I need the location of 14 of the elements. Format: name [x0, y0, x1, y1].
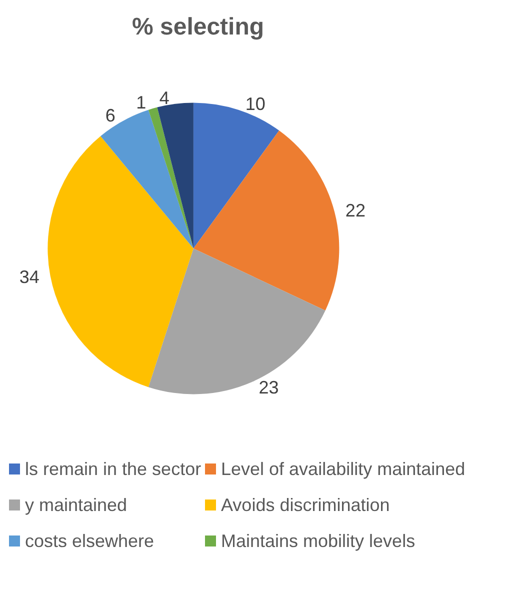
legend-label: Level of availability maintained — [221, 459, 466, 479]
data-label: 4 — [159, 88, 170, 108]
legend-label: y maintained — [25, 495, 128, 515]
data-label: 10 — [245, 94, 266, 114]
data-label: 34 — [19, 266, 40, 287]
legend-label: Maintains mobility levels — [221, 531, 416, 551]
legend-label: Avoids discrimination — [221, 495, 390, 515]
legend-label: ls remain in the sector — [25, 459, 202, 479]
chart-title: % selecting — [132, 14, 264, 40]
data-label: 1 — [136, 92, 146, 113]
data-label: 23 — [258, 378, 279, 398]
data-label: 6 — [105, 105, 116, 126]
legend-label: costs elsewhere — [25, 531, 154, 551]
data-label: 22 — [345, 200, 366, 221]
